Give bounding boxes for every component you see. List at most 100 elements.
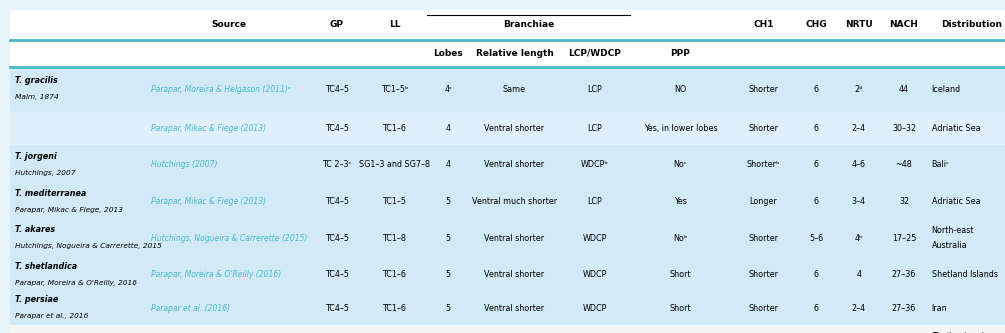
Text: 6: 6	[814, 197, 818, 206]
Text: Ventral shorter: Ventral shorter	[484, 303, 545, 313]
Text: 4ᶜ: 4ᶜ	[444, 85, 452, 94]
Text: 32: 32	[898, 197, 910, 206]
Text: Parapar et al. (2016): Parapar et al. (2016)	[151, 303, 230, 313]
Text: Parapar, Moreira & Helgason (2011)ᵃ: Parapar, Moreira & Helgason (2011)ᵃ	[151, 85, 290, 94]
Text: NRTU: NRTU	[845, 20, 872, 30]
Bar	[10, 218, 1005, 258]
Text: Australia: Australia	[932, 241, 967, 250]
Text: 6: 6	[814, 124, 818, 133]
Bar	[10, 291, 1005, 325]
Text: 6: 6	[814, 160, 818, 169]
Bar	[10, 145, 1005, 185]
Text: Lobes: Lobes	[433, 49, 463, 58]
Text: 5: 5	[445, 303, 451, 313]
Text: Ventral shorter: Ventral shorter	[484, 160, 545, 169]
Text: 5: 5	[445, 197, 451, 206]
Text: 4: 4	[856, 270, 861, 279]
Text: Shetland Islands: Shetland Islands	[932, 270, 998, 279]
Text: T. persiae: T. persiae	[15, 295, 58, 304]
Text: Same: Same	[502, 85, 527, 94]
Text: 6: 6	[814, 303, 818, 313]
Text: Adriatic Sea: Adriatic Sea	[932, 124, 980, 133]
Text: TC4–5: TC4–5	[325, 233, 349, 243]
Text: TC1–5: TC1–5	[383, 197, 406, 206]
Text: Ventral much shorter: Ventral much shorter	[472, 197, 557, 206]
Text: 3–4: 3–4	[852, 197, 865, 206]
Text: Source: Source	[211, 20, 246, 30]
Text: Parapar, Mikac & Fiege (2013): Parapar, Mikac & Fiege (2013)	[151, 197, 266, 206]
Text: Parapar, Moreira & O'Reilly (2016): Parapar, Moreira & O'Reilly (2016)	[151, 270, 281, 279]
Text: Branchiae: Branchiae	[504, 20, 554, 30]
Bar	[10, 67, 1005, 112]
Bar	[10, 325, 1005, 333]
Text: 6: 6	[814, 270, 818, 279]
Text: Ventral shorter: Ventral shorter	[484, 124, 545, 133]
Text: T. akares: T. akares	[15, 225, 55, 234]
Text: TC4–5: TC4–5	[325, 124, 349, 133]
Text: CHG: CHG	[805, 20, 827, 30]
Text: 5: 5	[445, 233, 451, 243]
Text: TC4–5: TC4–5	[325, 270, 349, 279]
Text: Malm, 1874: Malm, 1874	[15, 94, 59, 101]
Text: North-east: North-east	[932, 226, 974, 235]
Text: 4: 4	[446, 160, 450, 169]
Text: T. gracilis: T. gracilis	[15, 76, 58, 85]
Text: Longer: Longer	[750, 197, 777, 206]
Text: PPP: PPP	[670, 49, 690, 58]
Text: WDCP: WDCP	[583, 270, 607, 279]
Text: WDCP: WDCP	[583, 303, 607, 313]
Text: T. mediterranea: T. mediterranea	[15, 188, 86, 198]
Text: Ventral shorter: Ventral shorter	[484, 233, 545, 243]
Text: 44: 44	[899, 85, 909, 94]
Text: SG1–3 and SG7–8: SG1–3 and SG7–8	[359, 160, 430, 169]
Text: LCP: LCP	[588, 124, 602, 133]
Text: Noᶜ: Noᶜ	[673, 160, 687, 169]
Bar	[10, 258, 1005, 291]
Text: Baliᶜ: Baliᶜ	[932, 160, 950, 169]
Text: 5: 5	[445, 270, 451, 279]
Text: WDCP: WDCP	[583, 233, 607, 243]
Text: Shorter: Shorter	[749, 124, 778, 133]
Text: T. shetlandica: T. shetlandica	[15, 262, 77, 271]
Text: Hutchings, Nogueira & Carrerette, 2015: Hutchings, Nogueira & Carrerette, 2015	[15, 243, 162, 249]
Text: Yes: Yes	[674, 197, 686, 206]
Text: Parapar, Mikac & Fiege (2013): Parapar, Mikac & Fiege (2013)	[151, 124, 266, 133]
Text: 27–36: 27–36	[891, 303, 917, 313]
Text: Thailand and: Thailand and	[932, 332, 984, 333]
Text: CH1: CH1	[753, 20, 774, 30]
Text: Iran: Iran	[932, 303, 948, 313]
Text: NO: NO	[674, 85, 686, 94]
Text: 27–36: 27–36	[891, 270, 917, 279]
Text: LCP/WDCP: LCP/WDCP	[569, 49, 621, 58]
Text: 30–32: 30–32	[891, 124, 917, 133]
Text: TC4–5: TC4–5	[325, 85, 349, 94]
Text: Ventral shorter: Ventral shorter	[484, 270, 545, 279]
Text: Hutchings, Nogueira & Carrerette (2015): Hutchings, Nogueira & Carrerette (2015)	[151, 233, 308, 243]
Text: Parapar, Mikac & Fiege, 2013: Parapar, Mikac & Fiege, 2013	[15, 207, 123, 213]
Text: TC1–6: TC1–6	[383, 303, 406, 313]
Text: Relative length: Relative length	[475, 49, 554, 58]
Text: LL: LL	[389, 20, 400, 30]
Text: Shorter: Shorter	[749, 270, 778, 279]
Bar	[10, 185, 1005, 218]
Text: ~48: ~48	[895, 160, 913, 169]
Text: TC 2–3ᶜ: TC 2–3ᶜ	[322, 160, 352, 169]
Text: Shorter: Shorter	[749, 303, 778, 313]
Text: Hutchings (2007): Hutchings (2007)	[151, 160, 217, 169]
Text: Hutchings, 2007: Hutchings, 2007	[15, 170, 75, 176]
Text: Shorterᵇ: Shorterᵇ	[747, 160, 780, 169]
Text: TC4–5: TC4–5	[325, 197, 349, 206]
Text: WDCPᵇ: WDCPᵇ	[581, 160, 609, 169]
Text: 17–25: 17–25	[891, 233, 917, 243]
Bar	[10, 10, 1005, 67]
Text: LCP: LCP	[588, 85, 602, 94]
Text: Distribution: Distribution	[942, 20, 1002, 30]
Text: 6: 6	[814, 85, 818, 94]
Text: TC1–6: TC1–6	[383, 270, 406, 279]
Text: Yes, in lower lobes: Yes, in lower lobes	[643, 124, 718, 133]
Text: Shorter: Shorter	[749, 233, 778, 243]
Text: Parapar et al., 2016: Parapar et al., 2016	[15, 313, 88, 319]
Text: 4: 4	[446, 124, 450, 133]
Text: Noᵇ: Noᵇ	[673, 233, 687, 243]
Text: 5–6: 5–6	[809, 233, 823, 243]
